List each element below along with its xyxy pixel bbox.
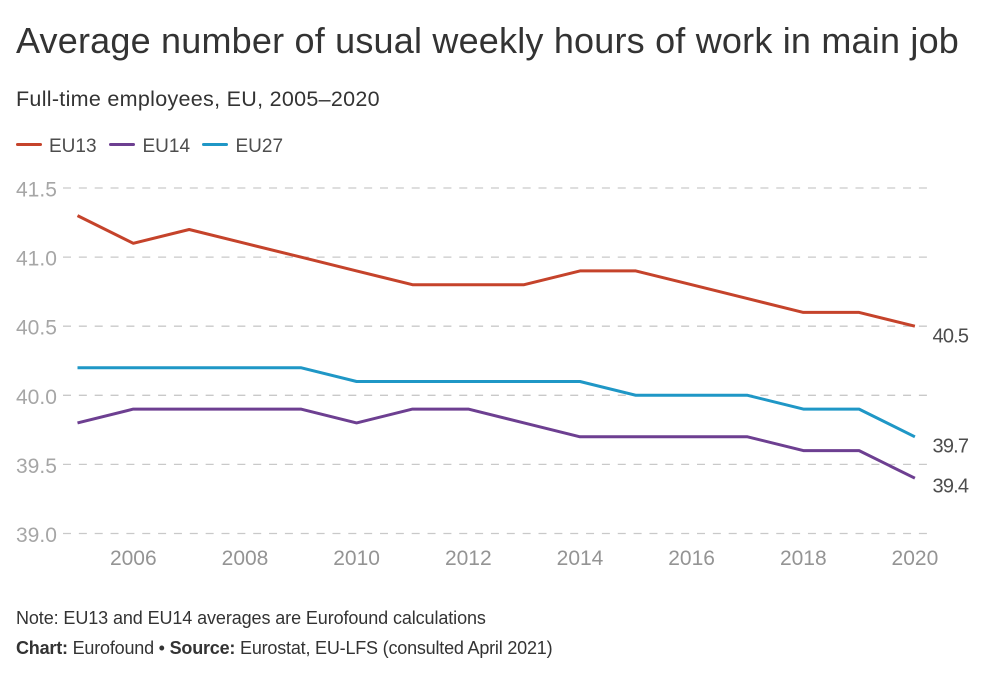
svg-text:39.7: 39.7 [933,436,969,458]
svg-text:40.5: 40.5 [16,317,57,340]
svg-text:41.5: 41.5 [16,179,57,202]
svg-text:2016: 2016 [668,547,715,570]
svg-text:39.0: 39.0 [16,524,57,547]
svg-text:2014: 2014 [557,547,604,570]
svg-text:2012: 2012 [445,547,492,570]
svg-text:2008: 2008 [222,547,269,570]
svg-text:2010: 2010 [333,547,380,570]
svg-text:40.5: 40.5 [933,326,969,348]
svg-text:2018: 2018 [780,547,827,570]
svg-text:39.4: 39.4 [933,476,969,498]
svg-text:39.5: 39.5 [16,455,57,478]
svg-text:40.0: 40.0 [16,386,57,409]
svg-text:2006: 2006 [110,547,157,570]
svg-text:2020: 2020 [892,547,939,570]
svg-text:41.0: 41.0 [16,248,57,271]
